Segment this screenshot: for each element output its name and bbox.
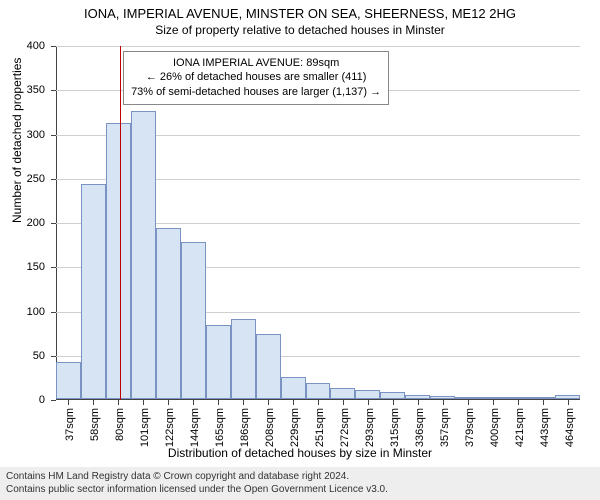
xtick-label: 251sqm xyxy=(314,408,326,447)
footer-credits: Contains HM Land Registry data © Crown c… xyxy=(0,467,600,500)
chart-title-sub: Size of property relative to detached ho… xyxy=(0,21,600,41)
xtick-label: 272sqm xyxy=(339,408,351,447)
ytick-label: 150 xyxy=(27,261,56,273)
xtick-label: 122sqm xyxy=(164,408,176,447)
xtick-label: 443sqm xyxy=(539,408,551,447)
xtick-label: 229sqm xyxy=(289,408,301,447)
histogram-bar xyxy=(330,388,355,399)
xtick-mark xyxy=(218,400,219,405)
histogram-bar xyxy=(131,111,156,399)
histogram-bar xyxy=(355,390,380,399)
xtick-mark xyxy=(343,400,344,405)
histogram-bar xyxy=(106,123,131,399)
xtick-label: 58sqm xyxy=(89,408,101,441)
ytick-label: 0 xyxy=(39,394,56,406)
xtick-label: 37sqm xyxy=(64,408,76,441)
annotation-box: IONA IMPERIAL AVENUE: 89sqm← 26% of deta… xyxy=(123,51,389,106)
gridline-h xyxy=(56,46,580,47)
xtick-mark xyxy=(468,400,469,405)
histogram-bar xyxy=(156,228,181,399)
histogram-bar xyxy=(430,396,455,399)
xtick-label: 101sqm xyxy=(139,408,151,447)
xtick-mark xyxy=(443,400,444,405)
annotation-line-3: 73% of semi-detached houses are larger (… xyxy=(131,85,381,100)
histogram-bar xyxy=(206,325,231,399)
xtick-label: 464sqm xyxy=(564,408,576,447)
chart-plot-area: 05010015020025030035040037sqm58sqm80sqm1… xyxy=(56,46,580,400)
xtick-mark xyxy=(243,400,244,405)
histogram-bar xyxy=(181,242,206,399)
xtick-mark xyxy=(143,400,144,405)
xtick-mark xyxy=(293,400,294,405)
xtick-label: 400sqm xyxy=(489,408,501,447)
xtick-mark xyxy=(493,400,494,405)
histogram-bar xyxy=(306,383,331,399)
histogram-bar xyxy=(231,319,256,399)
histogram-bar xyxy=(505,397,530,399)
xtick-label: 421sqm xyxy=(514,408,526,447)
xtick-mark xyxy=(568,400,569,405)
xtick-label: 80sqm xyxy=(114,408,126,441)
xtick-label: 165sqm xyxy=(214,408,226,447)
xtick-mark xyxy=(168,400,169,405)
footer-line-1: Contains HM Land Registry data © Crown c… xyxy=(6,471,594,484)
chart-title-main: IONA, IMPERIAL AVENUE, MINSTER ON SEA, S… xyxy=(0,0,600,21)
histogram-bar xyxy=(380,392,405,399)
xtick-label: 379sqm xyxy=(464,408,476,447)
xtick-mark xyxy=(268,400,269,405)
histogram-bar xyxy=(555,395,580,399)
xtick-label: 208sqm xyxy=(264,408,276,447)
xtick-mark xyxy=(543,400,544,405)
histogram-bar xyxy=(455,397,480,399)
plot-canvas: 05010015020025030035040037sqm58sqm80sqm1… xyxy=(56,46,580,400)
histogram-bar xyxy=(530,397,555,399)
property-marker-line xyxy=(120,46,121,400)
histogram-bar xyxy=(405,395,430,399)
x-axis-label: Distribution of detached houses by size … xyxy=(0,446,600,460)
footer-line-2: Contains public sector information licen… xyxy=(6,484,594,497)
histogram-bar xyxy=(256,334,281,399)
ytick-label: 300 xyxy=(27,129,56,141)
xtick-label: 186sqm xyxy=(239,408,251,447)
annotation-line-2: ← 26% of detached houses are smaller (41… xyxy=(131,70,381,85)
xtick-label: 336sqm xyxy=(414,408,426,447)
ytick-label: 200 xyxy=(27,217,56,229)
xtick-label: 144sqm xyxy=(189,408,201,447)
xtick-mark xyxy=(193,400,194,405)
ytick-label: 100 xyxy=(27,306,56,318)
xtick-label: 315sqm xyxy=(389,408,401,447)
xtick-mark xyxy=(518,400,519,405)
ytick-label: 400 xyxy=(27,40,56,52)
histogram-bar xyxy=(281,377,306,399)
xtick-mark xyxy=(93,400,94,405)
histogram-bar xyxy=(480,397,505,399)
y-axis-label: Number of detached properties xyxy=(10,58,24,223)
xtick-mark xyxy=(68,400,69,405)
ytick-label: 350 xyxy=(27,84,56,96)
annotation-line-1: IONA IMPERIAL AVENUE: 89sqm xyxy=(131,56,381,71)
xtick-mark xyxy=(368,400,369,405)
ytick-label: 250 xyxy=(27,173,56,185)
xtick-mark xyxy=(118,400,119,405)
ytick-label: 50 xyxy=(33,350,56,362)
histogram-bar xyxy=(81,184,106,399)
xtick-mark xyxy=(418,400,419,405)
xtick-label: 357sqm xyxy=(439,408,451,447)
xtick-mark xyxy=(393,400,394,405)
histogram-bar xyxy=(56,362,81,399)
xtick-mark xyxy=(318,400,319,405)
xtick-label: 293sqm xyxy=(364,408,376,447)
